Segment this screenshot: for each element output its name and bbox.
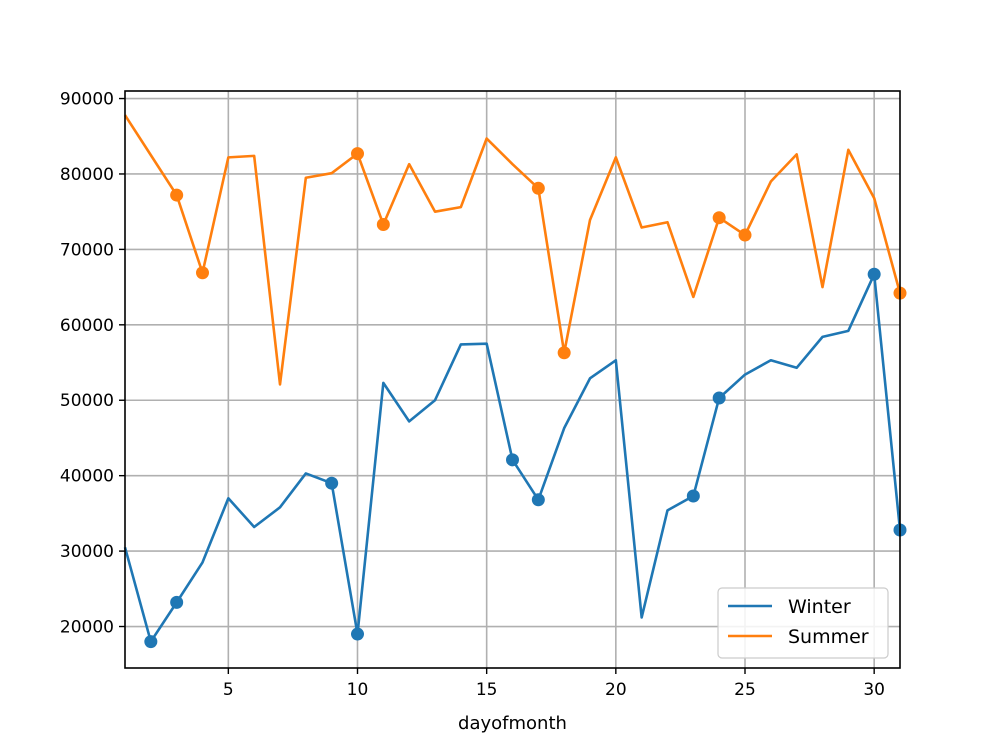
y-tick-label: 30000	[60, 542, 114, 562]
series-markers	[144, 147, 907, 649]
summer-data-point	[170, 188, 184, 202]
summer-data-point	[196, 266, 209, 280]
axis-ticks: 5 10 15 20 25 30 20000 30000 40000 50000 60000 7000…	[60, 90, 885, 700]
grid	[125, 91, 900, 668]
y-tick-label: 70000	[60, 240, 114, 260]
summer-data-point	[531, 181, 545, 195]
summer-data-point	[712, 211, 726, 225]
y-tick-label: 60000	[60, 316, 114, 336]
summer-data-point	[351, 147, 364, 161]
winter-data-point	[686, 489, 700, 503]
winter-data-point	[531, 493, 545, 507]
y-tick-label: 80000	[60, 165, 114, 185]
legend: Winter Summer	[717, 587, 889, 659]
x-tick-label: 15	[476, 680, 498, 700]
winter-data-point	[867, 267, 881, 281]
y-tick-label: 40000	[60, 467, 114, 487]
x-axis-label: dayofmonth	[458, 713, 567, 734]
winter-data-point	[351, 627, 364, 641]
x-tick-label: 20	[605, 680, 627, 700]
summer-data-point	[376, 218, 390, 232]
legend-label-winter: Winter	[788, 596, 851, 618]
winter-data-point	[712, 391, 726, 405]
winter-data-point	[506, 453, 519, 467]
x-tick-label: 30	[863, 680, 885, 700]
legend-label-summer: Summer	[788, 626, 869, 648]
winter-data-point	[144, 635, 158, 649]
x-tick-label: 10	[347, 680, 369, 700]
summer-series-line	[123, 114, 902, 386]
winter-data-point	[325, 476, 339, 490]
y-tick-label: 50000	[60, 391, 114, 411]
summer-data-point	[738, 228, 752, 242]
y-tick-label: 20000	[60, 618, 114, 638]
summer-data-point	[557, 346, 571, 360]
plot-area-frame	[124, 90, 901, 669]
y-tick-label: 90000	[60, 90, 114, 110]
x-tick-label: 25	[734, 680, 756, 700]
x-tick-label: 5	[223, 680, 234, 700]
winter-data-point	[170, 595, 184, 609]
